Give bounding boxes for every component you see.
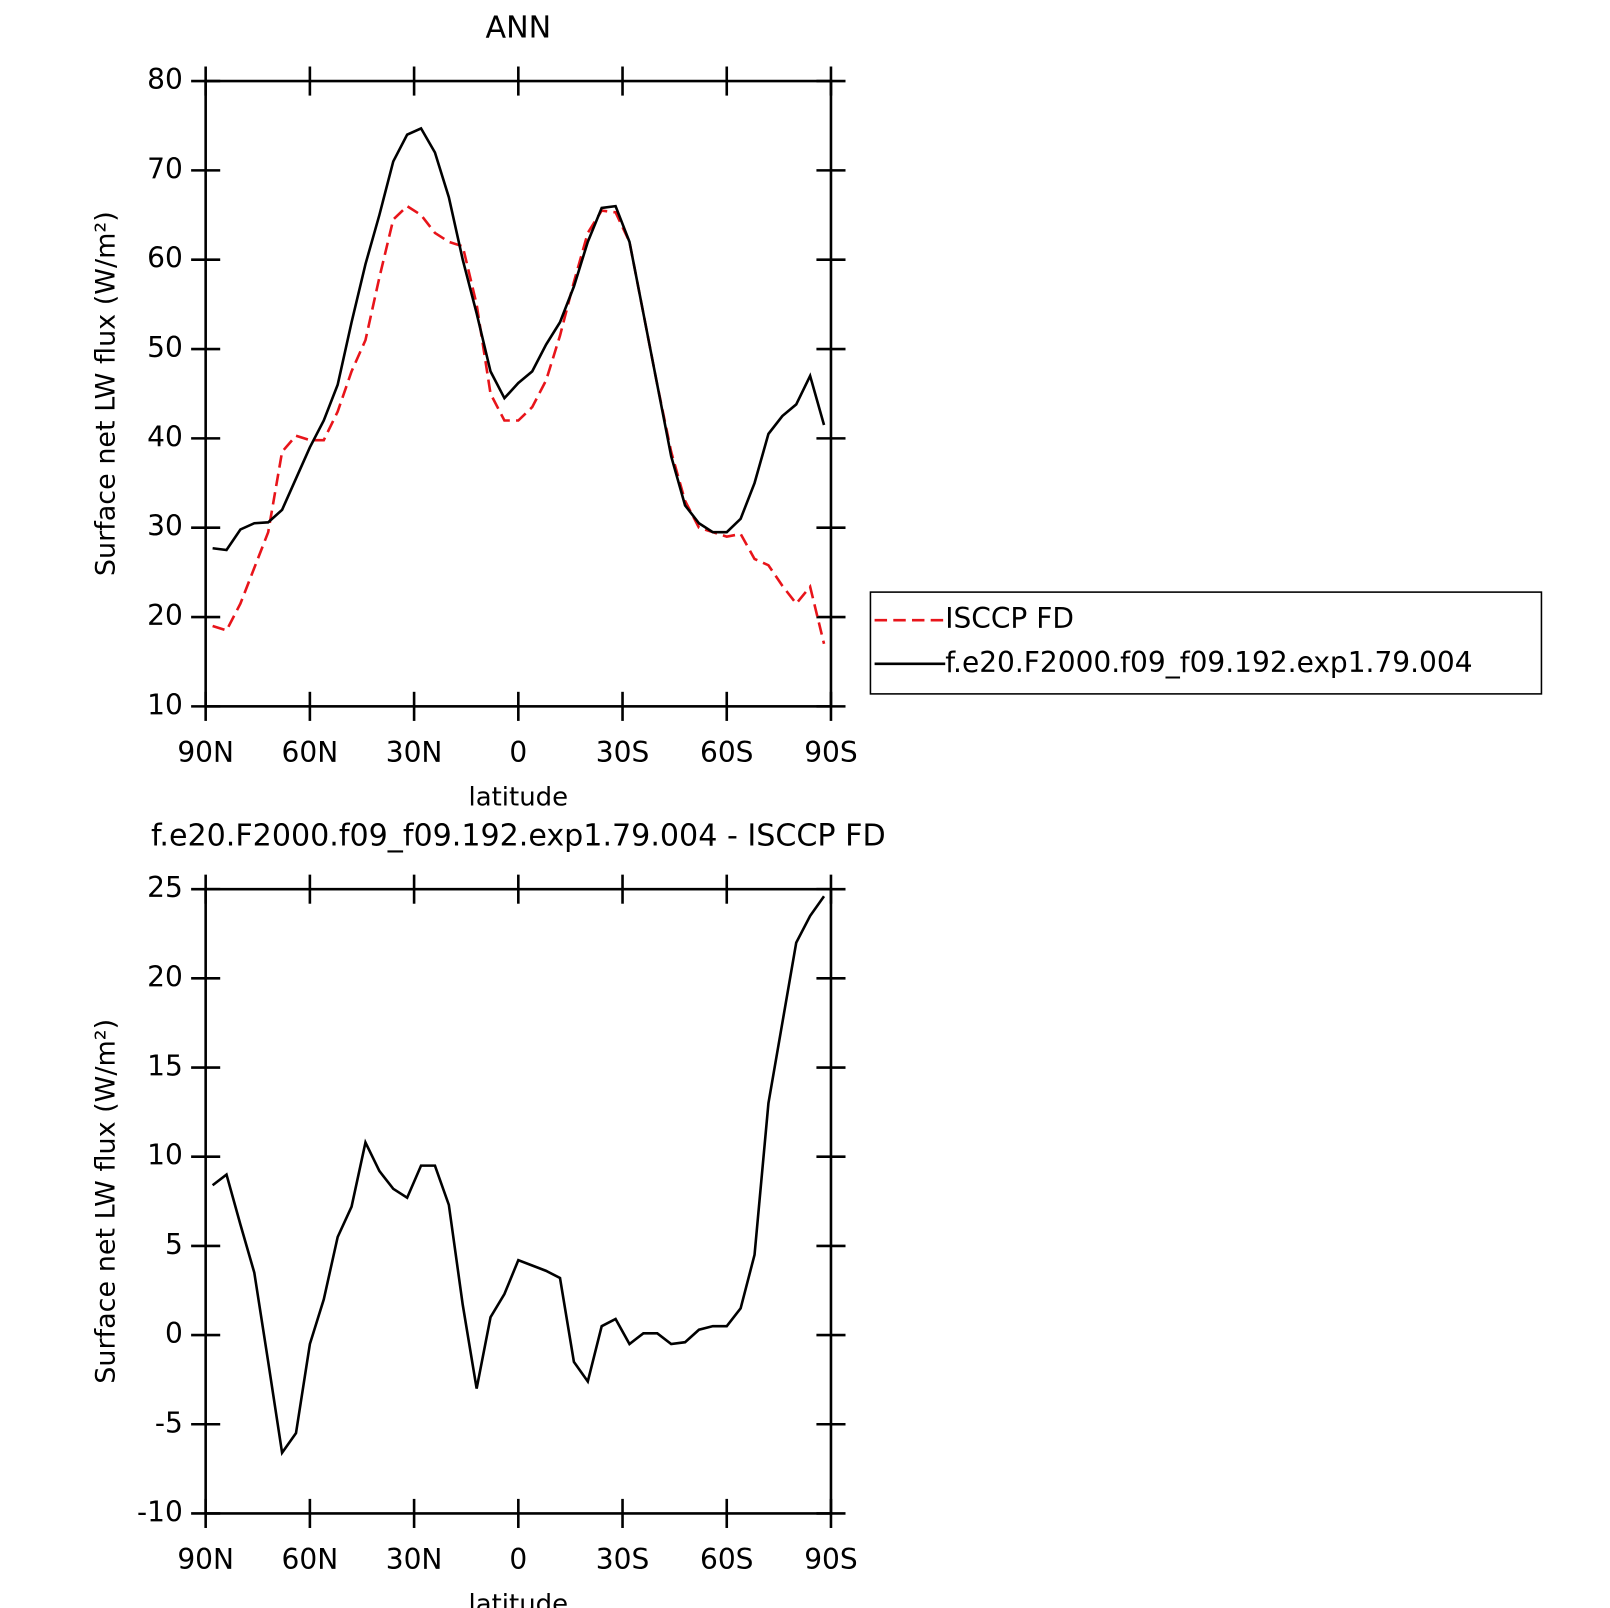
- plot-frame: [204, 887, 833, 1515]
- x-tick-label: 30N: [386, 736, 443, 769]
- x-tick-label: 0: [509, 1543, 527, 1576]
- x-tick-label: 60S: [700, 736, 753, 769]
- data-line: [212, 204, 826, 645]
- x-tick-label: 90N: [177, 736, 234, 769]
- x-tick-label: 60N: [282, 736, 339, 769]
- x-tick-label: 90S: [804, 736, 857, 769]
- data-line: [211, 895, 826, 1457]
- x-tick-label: 60N: [282, 1543, 339, 1576]
- y-tick-label: 40: [147, 420, 183, 453]
- y-tick-label: 80: [147, 63, 183, 96]
- y-tick-label: 0: [165, 1317, 183, 1350]
- y-tick-label: 30: [147, 510, 183, 543]
- x-tick-label: 30N: [386, 1543, 443, 1576]
- x-axis-label: latitude: [469, 782, 569, 812]
- data-line: [212, 126, 826, 552]
- y-tick-label: 25: [147, 871, 183, 904]
- chart-title: ANN: [485, 11, 551, 46]
- y-tick-label: 5: [165, 1228, 183, 1261]
- legend-box: [869, 591, 1543, 695]
- y-tick-label: 70: [147, 152, 183, 185]
- legend-label: f.e20.F2000.f09_f09.192.exp1.79.004: [945, 646, 1472, 679]
- y-tick-label: 20: [147, 599, 183, 632]
- y-tick-label: 10: [147, 688, 183, 721]
- y-tick-label: -10: [137, 1495, 183, 1528]
- y-axis-label: Surface net LW flux (W/m²): [90, 1019, 121, 1384]
- plot-frame: [204, 79, 833, 708]
- y-tick-label: 60: [147, 242, 183, 275]
- y-tick-label: -5: [155, 1406, 183, 1439]
- x-tick-label: 0: [509, 736, 527, 769]
- x-tick-label: 30S: [596, 736, 649, 769]
- x-tick-label: 90N: [177, 1543, 234, 1576]
- y-tick-label: 20: [147, 960, 183, 993]
- x-tick-label: 30S: [596, 1543, 649, 1576]
- chart-title: f.e20.F2000.f09_f09.192.exp1.79.004 - IS…: [151, 819, 886, 854]
- x-tick-label: 60S: [700, 1543, 753, 1576]
- y-axis-label: Surface net LW flux (W/m²): [90, 211, 121, 576]
- x-axis-label: latitude: [469, 1589, 569, 1608]
- legend-label: ISCCP FD: [945, 602, 1074, 635]
- y-tick-label: 50: [147, 331, 183, 364]
- y-tick-label: 15: [147, 1050, 183, 1083]
- x-tick-label: 90S: [804, 1543, 857, 1576]
- y-tick-label: 10: [147, 1139, 183, 1172]
